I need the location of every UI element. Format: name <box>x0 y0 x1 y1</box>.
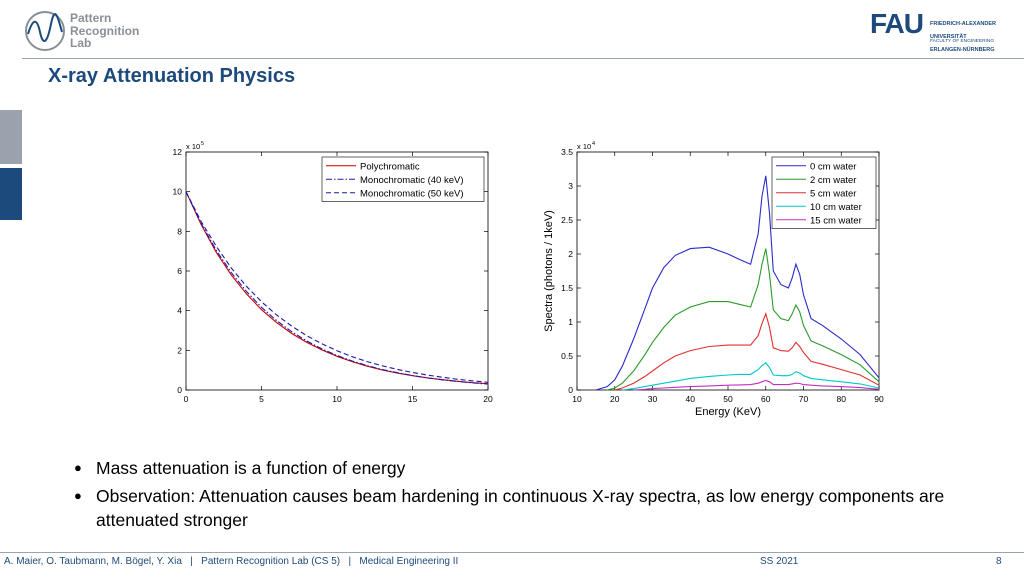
series-line <box>607 248 880 391</box>
series-line <box>595 175 880 391</box>
bullet-list: Mass attenuation is a function of energy… <box>74 456 974 536</box>
x-tick-label: 80 <box>837 394 847 404</box>
x-tick-label: 30 <box>648 394 658 404</box>
y-tick-label: 3.5 <box>561 147 573 157</box>
x-axis-label: Energy (KeV) <box>695 406 761 418</box>
page-number: 8 <box>996 556 1002 567</box>
legend-label: 2 cm water <box>810 175 856 186</box>
fau-name-line: UNIVERSITÄT <box>930 33 967 40</box>
y-tick-label: 6 <box>177 266 182 276</box>
y-tick-label: 10 <box>173 187 183 197</box>
lab-name-line: Recognition <box>70 23 140 38</box>
x-tick-label: 90 <box>874 394 884 404</box>
y-tick-label: 1 <box>568 317 573 327</box>
footer-authors: A. Maier, O. Taubmann, M. Bögel, Y. Xia … <box>4 556 459 567</box>
x-tick-label: 20 <box>610 394 620 404</box>
axis-multiplier-exponent: 4 <box>592 141 595 147</box>
legend-label: Polychromatic <box>360 161 420 172</box>
sidebar-accent-grey <box>0 110 22 164</box>
legend-label: 15 cm water <box>810 215 862 226</box>
fau-name-line: ERLANGEN-NÜRNBERG <box>930 46 995 53</box>
fau-university-name: FRIEDRICH-ALEXANDER UNIVERSITÄT ERLANGEN… <box>930 14 996 60</box>
axis-multiplier: x 10 <box>186 142 200 151</box>
legend-label: Monochromatic (50 keV) <box>360 188 463 199</box>
y-tick-label: 4 <box>177 306 182 316</box>
sidebar-accent-blue <box>0 168 22 220</box>
y-tick-label: 12 <box>173 147 183 157</box>
footer-term: SS 2021 <box>760 556 799 567</box>
y-tick-label: 0.5 <box>561 351 573 361</box>
series-line <box>633 379 880 391</box>
series-line <box>185 191 489 383</box>
x-tick-label: 70 <box>799 394 809 404</box>
x-tick-label: 5 <box>259 394 264 404</box>
y-tick-label: 0 <box>568 385 573 395</box>
legend-label: 5 cm water <box>810 188 856 199</box>
x-tick-label: 10 <box>332 394 342 404</box>
lab-name-line: Lab <box>70 36 92 50</box>
bullet-item: Mass attenuation is a function of energy <box>74 456 974 480</box>
x-tick-label: 10 <box>572 394 582 404</box>
fau-name-line: FRIEDRICH-ALEXANDER <box>930 20 996 27</box>
x-tick-label: 0 <box>184 394 189 404</box>
y-tick-label: 2.5 <box>561 215 573 225</box>
series-line <box>185 191 489 385</box>
axis-multiplier-exponent: 5 <box>201 141 204 147</box>
x-tick-label: 50 <box>723 394 733 404</box>
legend-label: Monochromatic (40 keV) <box>360 175 463 186</box>
pattern-recognition-lab-icon <box>25 11 65 51</box>
legend-label: 0 cm water <box>810 161 856 172</box>
series-line <box>622 362 880 391</box>
x-tick-label: 20 <box>483 394 493 404</box>
y-axis-label: Spectra (photons / 1keV) <box>543 210 555 332</box>
axis-multiplier: x 10 <box>577 142 591 151</box>
y-tick-label: 0 <box>177 385 182 395</box>
series-line <box>185 191 489 385</box>
footer-divider <box>0 552 1024 553</box>
y-tick-label: 2 <box>568 249 573 259</box>
lab-name-line: Pattern <box>70 11 112 25</box>
spectra-chart: 10 20 30 40 50 60 70 80 90 0 0.5 1 1.5 2 2.5 3 3.5 x 10 4 E… <box>543 141 884 418</box>
pattern-recognition-lab-logo: Pattern Recognition Lab <box>24 8 164 54</box>
lab-name: Pattern Recognition Lab <box>70 12 139 50</box>
x-tick-label: 15 <box>408 394 418 404</box>
bullet-item: Observation: Attenuation causes beam har… <box>74 484 974 532</box>
y-tick-label: 1.5 <box>561 283 573 293</box>
legend-label: 10 cm water <box>810 202 862 213</box>
x-tick-label: 40 <box>686 394 696 404</box>
slide-title: X-ray Attenuation Physics <box>48 65 296 87</box>
fau-wordmark: FAU <box>870 8 924 39</box>
y-tick-label: 2 <box>177 345 182 355</box>
y-tick-label: 8 <box>177 226 182 236</box>
x-tick-label: 60 <box>761 394 771 404</box>
series-line <box>614 312 880 391</box>
fau-faculty: FACULTY OF ENGINEERING <box>930 39 995 44</box>
header-divider <box>22 58 1024 59</box>
fau-logo: FAU FRIEDRICH-ALEXANDER UNIVERSITÄT ERLA… <box>870 8 1010 53</box>
y-tick-label: 3 <box>568 181 573 191</box>
